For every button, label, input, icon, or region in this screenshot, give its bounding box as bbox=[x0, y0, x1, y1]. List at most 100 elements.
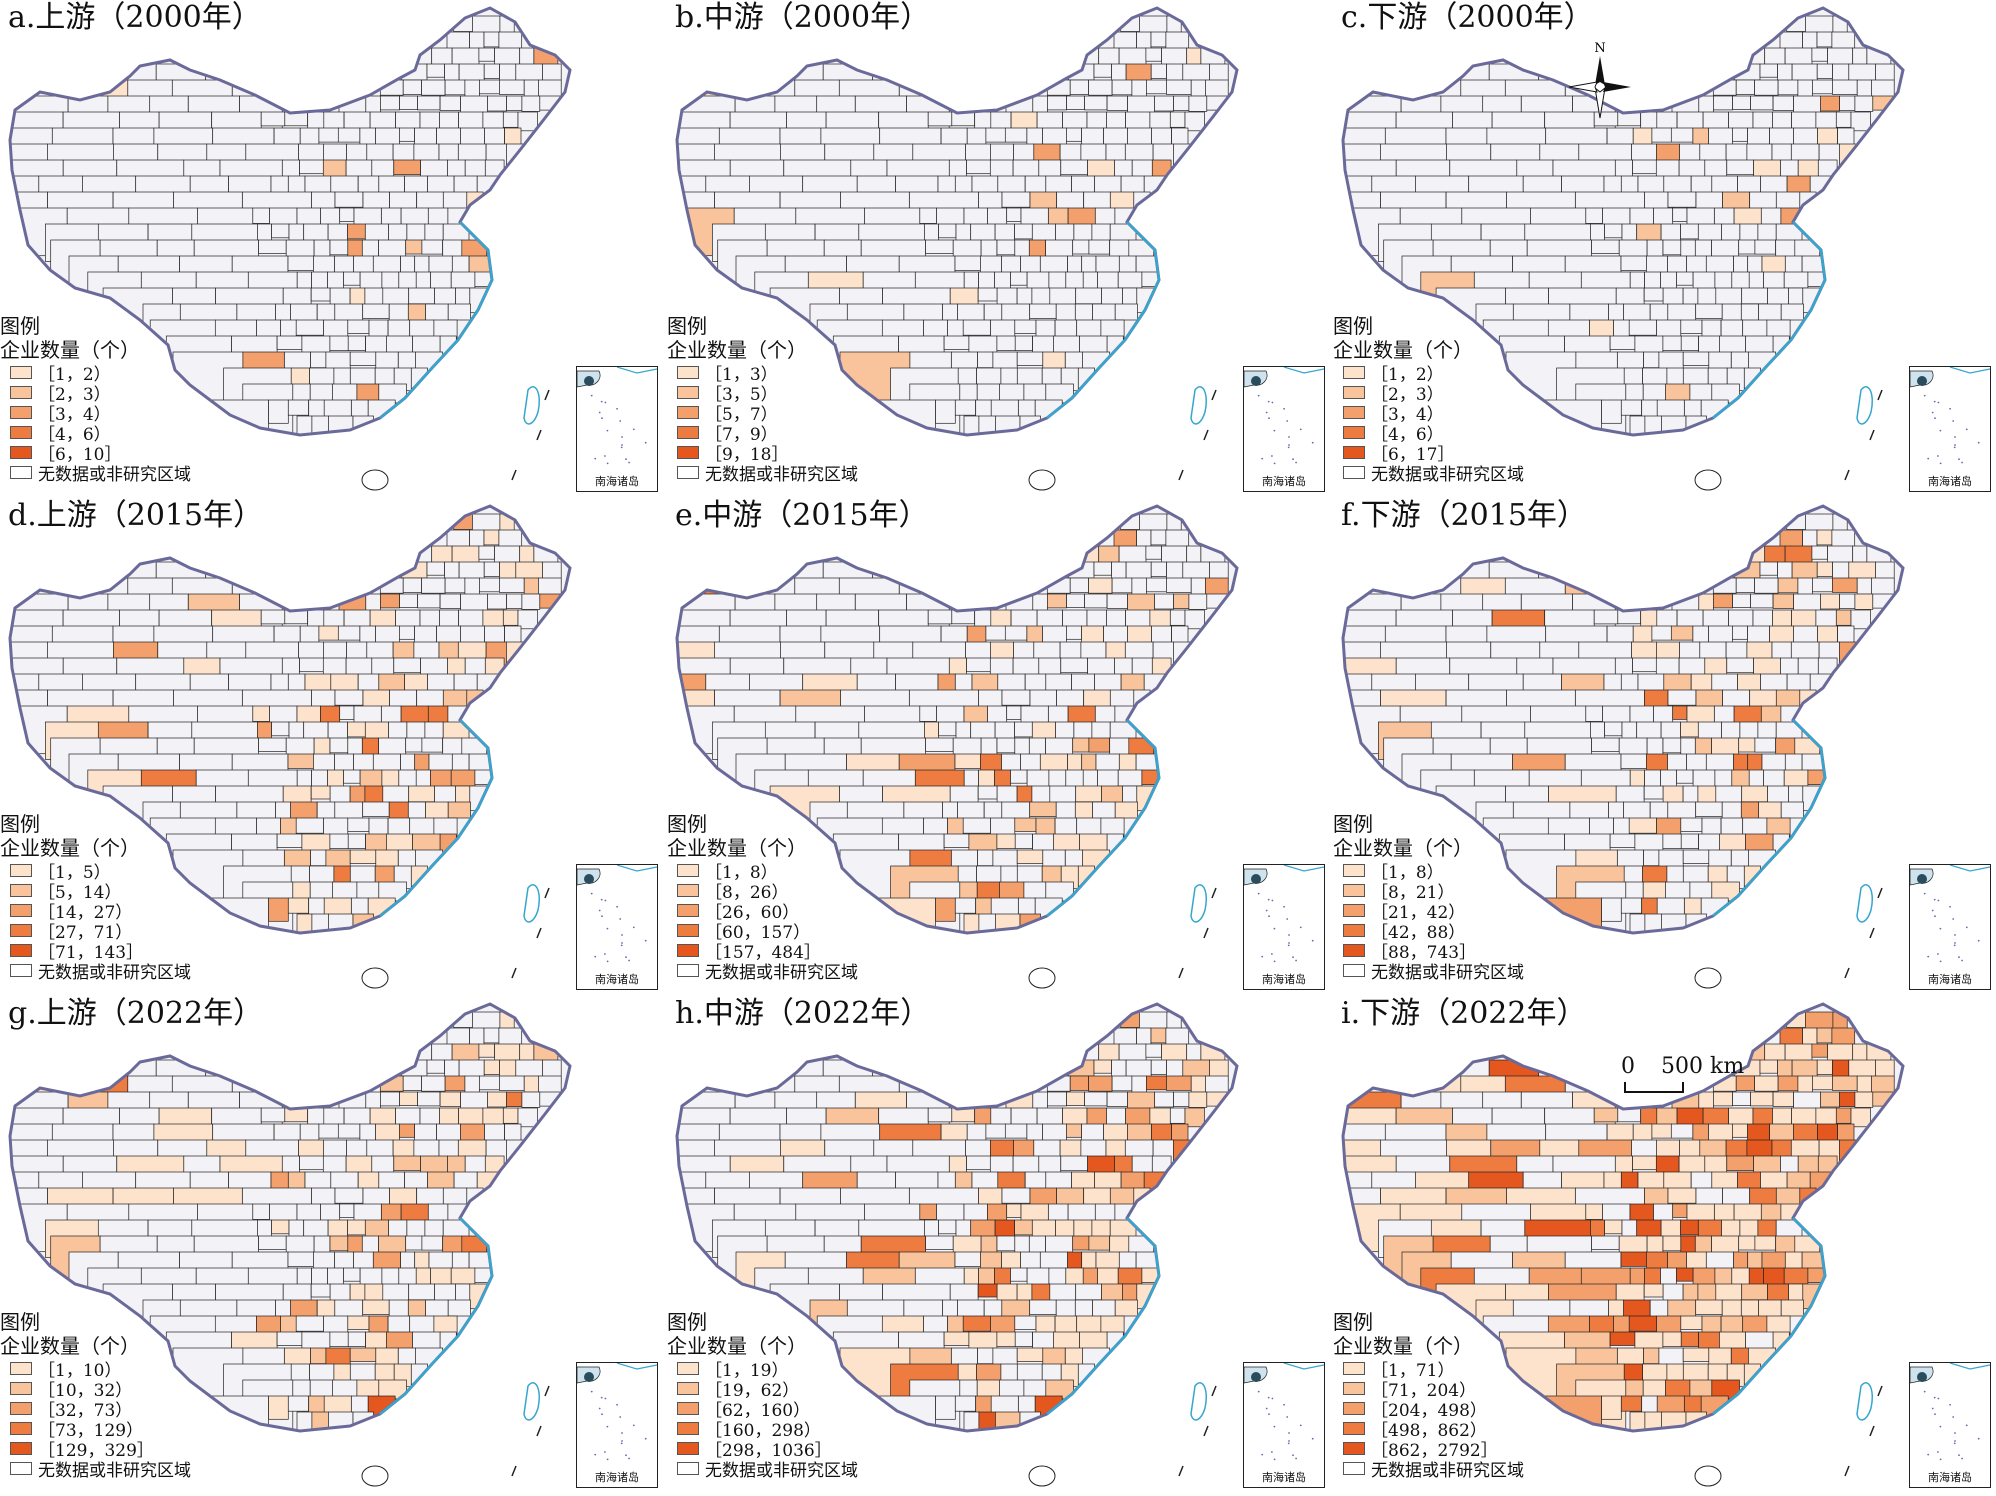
legend-item: ［42，88） bbox=[1333, 920, 1593, 943]
region-cell bbox=[1839, 593, 1856, 609]
region-cell bbox=[983, 303, 1003, 323]
legend-label: ［62，160） bbox=[705, 1400, 811, 1421]
boundary-mark bbox=[511, 967, 517, 979]
region-cell bbox=[924, 1219, 939, 1238]
legend-subheader: 企业数量（个） bbox=[0, 338, 140, 362]
region-cell bbox=[446, 1027, 470, 1045]
region-cell bbox=[499, 79, 525, 95]
region-cell bbox=[996, 737, 1016, 754]
legend-label: ［4，6） bbox=[38, 424, 111, 445]
region-cell bbox=[1629, 271, 1645, 290]
boundary-mark bbox=[1203, 927, 1209, 939]
legend-swatch bbox=[1343, 1461, 1365, 1475]
region-cell bbox=[1042, 849, 1066, 869]
region-cell bbox=[408, 1283, 435, 1301]
region-cell bbox=[1014, 721, 1033, 738]
legend: 图例 企业数量（个） ［1，8） ［8，26） ［26，60） ［60，157） ［157，… bbox=[667, 812, 927, 983]
region-cell bbox=[310, 849, 327, 867]
region-cell bbox=[382, 785, 410, 804]
region-cell bbox=[1604, 721, 1623, 737]
boundary-mark bbox=[544, 887, 550, 899]
legend-label: 无数据或非研究区域 bbox=[38, 464, 191, 485]
region-cell bbox=[1066, 127, 1082, 142]
region-cell bbox=[962, 319, 991, 336]
legend-label: ［498，862） bbox=[1371, 1420, 1487, 1441]
region-cell bbox=[1084, 593, 1108, 609]
legend-item: ［204，498） bbox=[1333, 1398, 1593, 1421]
region-cell bbox=[1016, 849, 1044, 864]
region-cell bbox=[1016, 1363, 1043, 1381]
region-cell bbox=[927, 609, 953, 625]
region-cell bbox=[919, 705, 937, 722]
region-cell bbox=[1106, 609, 1126, 627]
region-cell bbox=[257, 223, 272, 242]
legend-label: 无数据或非研究区域 bbox=[705, 1460, 858, 1481]
region-cell bbox=[1735, 577, 1755, 593]
region-cell bbox=[375, 849, 399, 869]
boundary-mark bbox=[1844, 469, 1850, 481]
region-cell bbox=[1591, 737, 1620, 752]
legend-subheader: 企业数量（个） bbox=[1333, 338, 1473, 362]
region-cell bbox=[442, 1235, 463, 1254]
legend-label: ［129，329］ bbox=[38, 1440, 154, 1461]
region-cell bbox=[1190, 79, 1206, 97]
region-cell bbox=[1695, 1299, 1723, 1315]
region-cell bbox=[1772, 593, 1794, 609]
legend-label: ［1，5） bbox=[38, 862, 111, 883]
region-cell bbox=[963, 1267, 979, 1286]
region-cell bbox=[1039, 753, 1068, 772]
region-cell bbox=[943, 335, 970, 350]
region-cell bbox=[1732, 625, 1748, 640]
region-cell bbox=[951, 111, 975, 127]
region-cell bbox=[1651, 127, 1672, 143]
legend-swatch bbox=[1343, 1381, 1365, 1395]
region-cell bbox=[996, 1235, 1016, 1252]
coastline bbox=[379, 719, 494, 917]
legend-item: ［21，42） bbox=[1333, 900, 1593, 923]
region-cell bbox=[439, 95, 461, 111]
legend-item: ［862，2792］ bbox=[1333, 1438, 1593, 1461]
region-cell bbox=[951, 849, 978, 867]
region-cell bbox=[1601, 897, 1622, 922]
region-cell bbox=[951, 351, 978, 369]
legend-swatch bbox=[1343, 1421, 1365, 1435]
region-cell bbox=[1603, 175, 1622, 193]
region-cell bbox=[399, 1091, 418, 1106]
inset-label: 南海诸岛 bbox=[1262, 1471, 1306, 1484]
region-cell bbox=[1620, 753, 1647, 769]
region-cell bbox=[1662, 239, 1682, 256]
region-cell bbox=[1750, 593, 1774, 609]
region-cell bbox=[1120, 673, 1145, 692]
region-cell bbox=[995, 415, 1021, 435]
region-cell bbox=[1816, 31, 1833, 48]
region-cell bbox=[447, 1299, 471, 1317]
panel-title: a.上游（2000年） bbox=[8, 0, 262, 35]
legend-label: ［19，62） bbox=[705, 1380, 800, 1401]
region-cell bbox=[347, 721, 366, 738]
region-cell bbox=[299, 657, 324, 673]
region-cell bbox=[478, 1043, 495, 1058]
region-cell bbox=[1676, 769, 1694, 784]
legend-item: ［1，10） bbox=[0, 1358, 260, 1381]
region-cell bbox=[521, 95, 541, 112]
region-cell bbox=[1585, 207, 1603, 224]
region-cell bbox=[407, 1299, 426, 1317]
region-cell bbox=[1039, 255, 1068, 274]
region-cell bbox=[1066, 1123, 1082, 1138]
region-cell bbox=[1732, 95, 1751, 110]
region-cell bbox=[506, 593, 523, 609]
region-cell bbox=[1732, 1091, 1751, 1106]
region-cell bbox=[337, 625, 361, 641]
region-cell bbox=[269, 705, 298, 724]
region-cell bbox=[1082, 769, 1098, 788]
region-cell bbox=[955, 1219, 972, 1239]
region-cell bbox=[424, 223, 444, 243]
region-cell bbox=[963, 769, 979, 788]
region-cell bbox=[1620, 897, 1642, 914]
legend-label: ［160，298） bbox=[705, 1420, 821, 1441]
region-cell bbox=[1146, 1075, 1167, 1091]
region-cell bbox=[1721, 223, 1741, 243]
region-cell bbox=[1150, 1059, 1167, 1075]
legend-label: ［2，3） bbox=[38, 384, 111, 405]
boundary-mark bbox=[544, 1385, 550, 1397]
